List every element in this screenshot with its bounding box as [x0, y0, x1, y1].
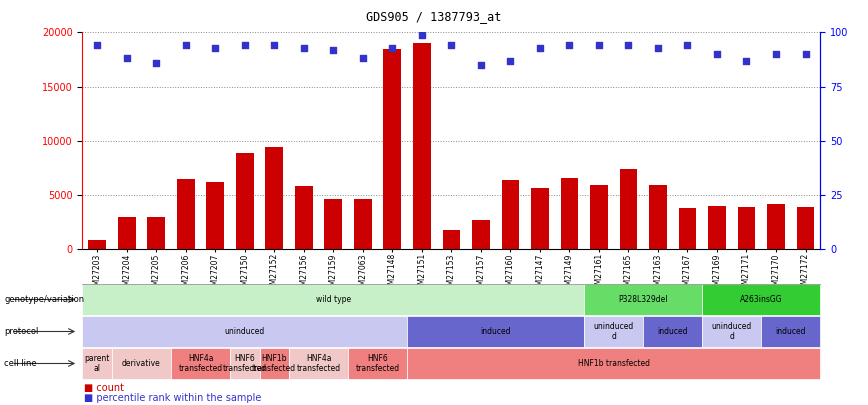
Point	[415, 31, 429, 38]
Bar	[561, 177, 578, 249]
Text: induced: induced	[657, 327, 688, 336]
Point	[267, 42, 281, 49]
Text: HNF4a
transfected: HNF4a transfected	[297, 354, 340, 373]
Bar	[590, 185, 608, 249]
Text: HNF1b transfected: HNF1b transfected	[578, 359, 649, 368]
Text: derivative: derivative	[122, 359, 161, 368]
Point	[681, 42, 694, 49]
Point	[621, 42, 635, 49]
Text: HNF4a
transfected: HNF4a transfected	[179, 354, 222, 373]
Text: induced: induced	[775, 327, 806, 336]
Text: induced: induced	[480, 327, 511, 336]
Point	[533, 44, 547, 51]
Bar	[502, 180, 519, 249]
Point	[444, 42, 458, 49]
Point	[208, 44, 222, 51]
Bar	[797, 207, 814, 249]
Text: ■ percentile rank within the sample: ■ percentile rank within the sample	[84, 392, 261, 403]
Text: GDS905 / 1387793_at: GDS905 / 1387793_at	[366, 10, 502, 23]
Point	[326, 47, 340, 53]
Bar	[413, 43, 431, 249]
Text: uninduced
d: uninduced d	[594, 322, 634, 341]
Bar	[325, 199, 342, 249]
Bar	[384, 49, 401, 249]
Point	[799, 51, 812, 57]
Text: ■ count: ■ count	[84, 383, 124, 393]
Text: HNF1b
transfected: HNF1b transfected	[253, 354, 296, 373]
Point	[740, 58, 753, 64]
Point	[238, 42, 252, 49]
Bar	[679, 208, 696, 249]
Point	[474, 62, 488, 68]
Bar	[118, 217, 135, 249]
Bar	[89, 241, 106, 249]
Point	[120, 55, 134, 62]
Bar	[620, 169, 637, 249]
Text: HNF6
transfected: HNF6 transfected	[356, 354, 399, 373]
Text: parent
al: parent al	[84, 354, 110, 373]
Text: wild type: wild type	[316, 295, 351, 304]
Bar	[708, 206, 726, 249]
Bar	[443, 230, 460, 249]
Bar	[207, 182, 224, 249]
Point	[592, 42, 606, 49]
Point	[503, 58, 517, 64]
Bar	[177, 179, 194, 249]
Point	[651, 44, 665, 51]
Point	[385, 44, 399, 51]
Bar	[649, 185, 667, 249]
Point	[356, 55, 370, 62]
Bar	[767, 204, 785, 249]
Bar	[738, 207, 755, 249]
Point	[149, 60, 163, 66]
Text: A263insGG: A263insGG	[740, 295, 783, 304]
Text: protocol: protocol	[4, 327, 39, 336]
Point	[297, 44, 311, 51]
Text: HNF6
transfected: HNF6 transfected	[223, 354, 266, 373]
Text: cell line: cell line	[4, 359, 37, 368]
Text: uninduced
d: uninduced d	[712, 322, 752, 341]
Text: P328L329del: P328L329del	[618, 295, 668, 304]
Bar	[354, 199, 372, 249]
Bar	[295, 186, 312, 249]
Point	[710, 51, 724, 57]
Bar	[531, 188, 549, 249]
Point	[769, 51, 783, 57]
Point	[179, 42, 193, 49]
Point	[90, 42, 104, 49]
Bar	[472, 220, 490, 249]
Bar	[266, 147, 283, 249]
Bar	[236, 153, 253, 249]
Text: genotype/variation: genotype/variation	[4, 295, 84, 304]
Point	[562, 42, 576, 49]
Bar	[148, 217, 165, 249]
Text: uninduced: uninduced	[225, 327, 265, 336]
